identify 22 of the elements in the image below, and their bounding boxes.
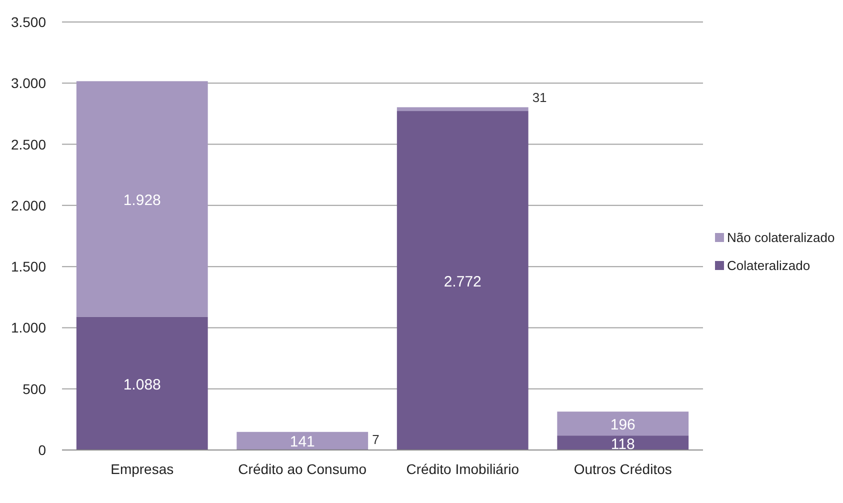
- y-tick-label: 2.500: [10, 136, 46, 152]
- data-label: 31: [532, 90, 547, 106]
- y-tick-label: 0: [38, 442, 46, 458]
- data-label: 1.928: [123, 192, 161, 210]
- legend-label: Colateralizado: [727, 258, 810, 273]
- data-label: 1.088: [123, 376, 161, 394]
- x-tick-label: Crédito Imobiliário: [406, 461, 520, 477]
- y-tick-label: 500: [22, 380, 46, 397]
- y-tick-label: 2.000: [10, 197, 46, 214]
- y-tick-label: 1.500: [10, 258, 46, 275]
- data-label: 7: [372, 432, 380, 448]
- data-label: 118: [610, 436, 635, 453]
- x-tick-label: Crédito ao Consumo: [238, 461, 367, 477]
- y-tick-label: 1.000: [10, 320, 46, 336]
- data-label: 196: [610, 416, 636, 434]
- x-tick-label: Empresas: [110, 461, 174, 477]
- data-label: 141: [290, 434, 315, 451]
- y-tick-label: 3.000: [10, 75, 46, 92]
- legend-label: Não colateralizado: [727, 230, 835, 245]
- y-tick-label: 3.500: [10, 14, 46, 30]
- data-label: 2.772: [444, 274, 482, 291]
- x-tick-label: Outros Créditos: [574, 461, 672, 477]
